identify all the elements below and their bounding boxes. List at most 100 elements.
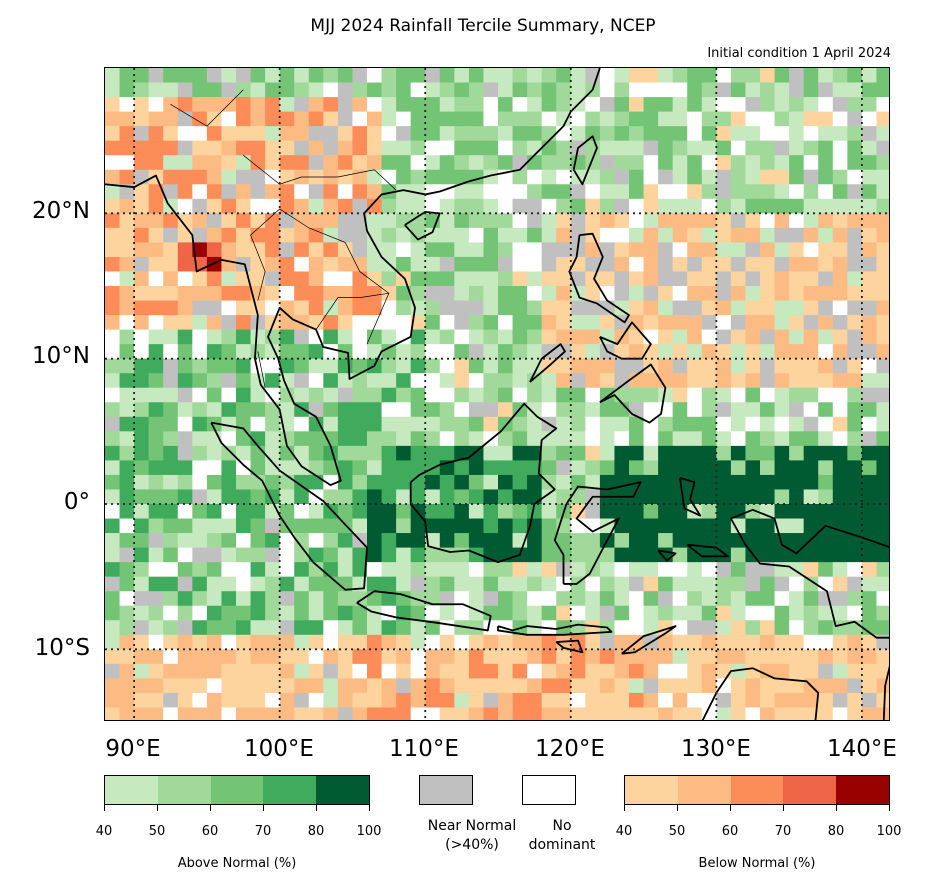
tercile-cell (599, 82, 616, 98)
tercile-cell (206, 707, 223, 720)
tercile-cell (454, 707, 470, 720)
tercile-cell (512, 605, 528, 621)
tercile-cell (308, 315, 324, 331)
tercile-cell (396, 634, 412, 650)
tercile-cell (439, 213, 455, 229)
tercile-cell (265, 547, 281, 563)
tercile-cell (876, 474, 889, 491)
tercile-cell (512, 242, 528, 258)
tercile-cell (527, 402, 543, 418)
tercile-cell (861, 169, 878, 185)
tercile-cell (192, 460, 208, 476)
tercile-cell (818, 97, 834, 113)
tercile-cell (206, 286, 223, 302)
tercile-cell (439, 227, 455, 243)
tercile-cell (454, 198, 470, 214)
tercile-cell (687, 547, 703, 563)
tercile-cell (701, 431, 717, 447)
tercile-cell (701, 692, 717, 709)
tercile-cell (439, 242, 455, 258)
tercile-cell (105, 140, 121, 156)
tercile-cell (250, 591, 266, 607)
tercile-cell (163, 562, 179, 578)
tercile-cell (818, 504, 834, 520)
tercile-cell (716, 169, 732, 185)
above-tick-60: 60 (201, 824, 219, 839)
tercile-cell (105, 68, 121, 84)
tercile-cell (527, 227, 543, 243)
tercile-cell (745, 504, 761, 520)
tercile-cell (701, 227, 717, 243)
tercile-cell (745, 707, 761, 720)
tercile-cell (250, 184, 266, 200)
tercile-cell (439, 111, 455, 127)
tercile-cell (760, 707, 776, 720)
tercile-cell (221, 68, 237, 84)
tercile-cell (687, 460, 703, 476)
tercile-cell (367, 460, 383, 476)
tercile-cell (294, 213, 310, 229)
tercile-cell (454, 213, 470, 229)
tercile-cell (177, 184, 193, 200)
tercile-cell (468, 416, 485, 432)
tercile-cell (803, 620, 819, 636)
tercile-cell (177, 271, 193, 287)
tercile-cell (236, 213, 252, 229)
tercile-cell (541, 373, 557, 389)
tercile-cell (832, 576, 848, 592)
tercile-cell (337, 387, 354, 403)
tercile-cell (337, 111, 354, 127)
tercile-cell (527, 504, 543, 520)
tercile-cell (119, 634, 135, 650)
tercile-cell (381, 315, 397, 331)
tercile-cell (643, 97, 659, 113)
tercile-cell (265, 111, 281, 127)
tercile-cell (105, 271, 121, 287)
tercile-cell (774, 373, 790, 389)
tercile-cell (352, 68, 368, 84)
tercile-cell (396, 678, 412, 694)
tercile-cell (876, 68, 889, 84)
tercile-cell (221, 649, 237, 665)
tercile-cell (134, 387, 150, 403)
tercile-cell (105, 692, 121, 709)
tercile-cell (672, 663, 688, 679)
tercile-cell (789, 649, 805, 665)
tercile-cell (337, 504, 354, 520)
coastline (497, 623, 613, 636)
tercile-cell (803, 227, 819, 243)
tercile-cell (148, 416, 164, 432)
tercile-cell (818, 82, 834, 98)
tercile-cell (861, 155, 878, 171)
tercile-cell (337, 547, 354, 563)
tercile-cell (614, 242, 630, 258)
tercile-cell (337, 591, 354, 607)
tercile-cell (323, 518, 339, 534)
tercile-cell (818, 256, 834, 273)
tercile-cell (250, 68, 266, 84)
tercile-cell (672, 140, 688, 156)
tercile-cell (818, 315, 834, 331)
tercile-cell (148, 373, 164, 389)
tercile-cell (527, 533, 543, 549)
tercile-cell (439, 663, 455, 679)
tercile-cell (483, 460, 499, 476)
tercile-cell (134, 329, 150, 345)
tercile-cell (352, 620, 368, 636)
tercile-cell (352, 140, 368, 156)
tercile-cell (498, 678, 514, 694)
tercile-cell (279, 692, 295, 709)
tercile-cell (789, 256, 805, 273)
tercile-cell (614, 460, 630, 476)
tercile-cell (745, 562, 761, 578)
tercile-cell (832, 286, 848, 302)
tercile-cell (643, 489, 659, 505)
tercile-cell (221, 286, 237, 302)
tercile-cell (425, 605, 441, 621)
tercile-cell (468, 184, 485, 200)
below-normal-label: Below Normal (%) (698, 856, 816, 871)
tercile-cell (789, 358, 805, 374)
tercile-cell (658, 445, 674, 461)
tercile-cell (832, 489, 848, 505)
tercile-cell (381, 431, 397, 447)
